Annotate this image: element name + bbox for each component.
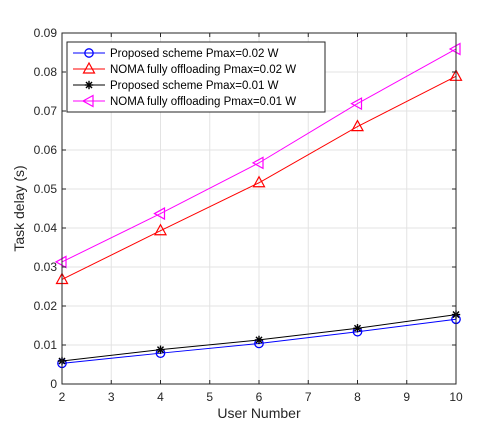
y-tick-label: 0.06 <box>34 143 58 157</box>
legend-entry: Proposed scheme Pmax=0.01 W <box>73 80 279 92</box>
data-point <box>254 335 264 345</box>
y-tick-label: 0.08 <box>34 65 58 79</box>
x-tick-label: 2 <box>59 390 66 404</box>
legend-entry: NOMA fully offloading Pmax=0.02 W <box>73 61 296 76</box>
series-3 <box>57 310 461 366</box>
data-point <box>156 345 165 354</box>
x-tick-label: 3 <box>108 390 115 404</box>
legend-label: Proposed scheme Pmax=0.02 W <box>110 48 279 60</box>
x-tick-label: 7 <box>305 390 312 404</box>
data-point <box>350 119 365 132</box>
x-tick-label: 6 <box>256 390 263 404</box>
y-tick-label: 0.05 <box>34 182 58 196</box>
y-tick-label: 0.01 <box>34 338 58 352</box>
series-layer <box>54 42 463 369</box>
series-4 <box>54 42 461 269</box>
series-line <box>61 48 457 263</box>
legend-label: NOMA fully offloading Pmax=0.02 W <box>110 64 296 76</box>
legend-label: Proposed scheme Pmax=0.01 W <box>110 80 279 92</box>
y-tick-label: 0 <box>50 377 57 391</box>
x-tick-label: 9 <box>403 390 410 404</box>
x-tick-label: 10 <box>449 390 463 404</box>
data-point <box>54 255 67 269</box>
y-tick-label: 0.07 <box>34 104 58 118</box>
x-tick-label: 4 <box>157 390 164 404</box>
x-axis-label: User Number <box>217 405 301 421</box>
y-tick-label: 0.02 <box>34 299 58 313</box>
data-point <box>350 97 363 111</box>
x-tick-label: 8 <box>354 390 361 404</box>
series-line <box>61 75 457 280</box>
data-point <box>251 156 264 170</box>
legend-marker <box>84 80 94 90</box>
data-point <box>353 324 362 333</box>
data-point <box>153 223 168 236</box>
y-tick-label: 0.09 <box>34 26 58 40</box>
data-point <box>252 175 266 188</box>
legend-entry: Proposed scheme Pmax=0.02 W <box>73 48 279 60</box>
legend-marker <box>84 48 94 58</box>
legend-marker <box>82 61 96 74</box>
x-tick-label: 5 <box>206 390 213 404</box>
data-point <box>153 207 166 221</box>
legend-box <box>66 41 326 113</box>
y-tick-label: 0.04 <box>34 221 58 235</box>
legend-entry: NOMA fully offloading Pmax=0.01 W <box>73 94 296 108</box>
legend: Proposed scheme Pmax=0.02 W NOMA fully of… <box>66 41 326 113</box>
data-point <box>448 42 461 56</box>
legend-label: NOMA fully offloading Pmax=0.01 W <box>110 96 296 108</box>
legend-marker <box>81 94 94 108</box>
y-tick-label: 0.03 <box>34 260 58 274</box>
ticks: 2 3 4 5 6 7 8 9 10 0 0.01 0.02 0.03 0.04 0.05 0.06 0.07 0… <box>34 26 463 404</box>
y-axis-label: Task delay (s) <box>11 165 27 251</box>
